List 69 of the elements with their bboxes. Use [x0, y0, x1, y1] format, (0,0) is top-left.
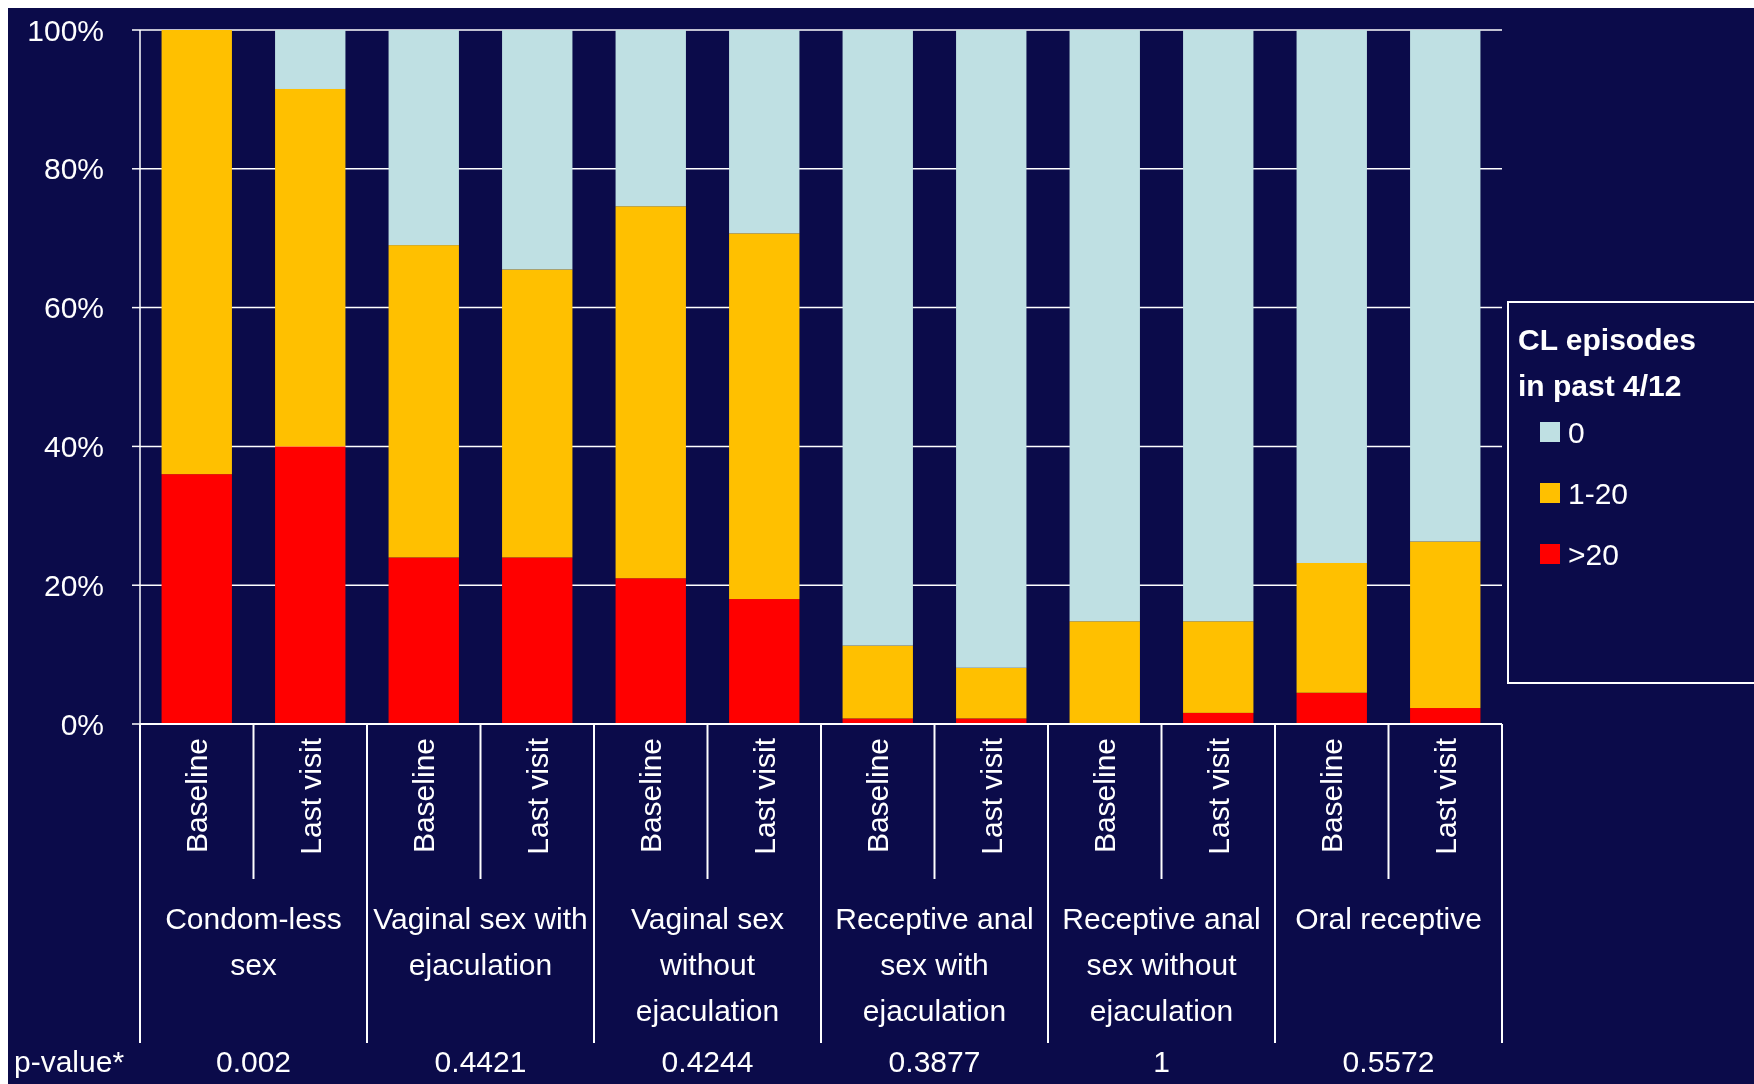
- bar: [1069, 621, 1140, 724]
- x-tick-label: Last visit: [520, 737, 554, 855]
- bar: [729, 599, 800, 724]
- bar: [502, 557, 573, 724]
- legend-title: CL episodes in past 4/12: [1518, 323, 1696, 402]
- text: 1: [1153, 1045, 1170, 1078]
- x-tick-label: Baseline: [1315, 738, 1349, 854]
- bar: [729, 233, 800, 600]
- bar: [161, 30, 232, 475]
- bar: [1410, 30, 1481, 542]
- bar: [956, 667, 1027, 719]
- bar: [1183, 30, 1254, 622]
- x-tick-label: Last visit: [1428, 737, 1462, 855]
- bar: [615, 206, 686, 579]
- x-tick-label: Baseline: [861, 738, 895, 854]
- x-tick-label: Baseline: [407, 738, 441, 854]
- text: 0.4421: [434, 1045, 527, 1078]
- text: Vaginal sex with ejaculation: [373, 902, 588, 981]
- bar: [275, 88, 346, 447]
- x-tick-label: Last visit: [747, 737, 781, 855]
- bar: [729, 30, 800, 234]
- text: p-value*: [14, 1045, 125, 1078]
- x-tick-label: Last visit: [974, 737, 1008, 855]
- bar: [956, 30, 1027, 668]
- bar: [1410, 541, 1481, 709]
- y-tick-label: 20%: [43, 568, 104, 602]
- bar: [388, 245, 459, 558]
- text: Receptive anal sex without ejaculation: [1062, 902, 1261, 1027]
- bar: [615, 30, 686, 207]
- x-tick-label: Baseline: [634, 738, 668, 854]
- bar: [275, 30, 346, 89]
- x-tick-label: Last visit: [1201, 737, 1235, 855]
- bar: [1296, 562, 1367, 693]
- bar: [615, 578, 686, 724]
- bar: [842, 30, 913, 646]
- bar: [1183, 621, 1254, 713]
- bar: [1296, 692, 1367, 724]
- bar: [1069, 30, 1140, 622]
- x-tick-label: Baseline: [180, 738, 214, 854]
- text: Vaginal sex without ejaculation: [631, 902, 784, 1027]
- legend-label: 1-20: [1568, 476, 1629, 510]
- text: Condom-less sex: [165, 902, 342, 981]
- bar: [842, 718, 913, 724]
- text: 0.4244: [661, 1045, 754, 1078]
- bar: [161, 474, 232, 724]
- y-tick-label: 100%: [27, 13, 104, 47]
- text: 0.3877: [888, 1045, 981, 1078]
- bar: [388, 557, 459, 724]
- bar: [1410, 708, 1481, 724]
- bar: [956, 718, 1027, 724]
- y-tick-label: 80%: [43, 152, 104, 186]
- bar: [502, 269, 573, 558]
- text: 0.002: [215, 1045, 292, 1078]
- y-tick-label: 0%: [60, 707, 104, 741]
- text: Oral receptive: [1295, 902, 1482, 935]
- bar: [842, 645, 913, 719]
- x-tick-label: Last visit: [293, 737, 327, 855]
- x-tick-label: Baseline: [1088, 738, 1122, 854]
- legend-label: >20: [1568, 537, 1619, 571]
- bar: [502, 30, 573, 270]
- bar: [1183, 712, 1254, 724]
- y-tick-label: 40%: [43, 429, 104, 463]
- bar: [388, 30, 459, 246]
- text: 0.5572: [1342, 1045, 1435, 1078]
- y-tick-label: 60%: [43, 291, 104, 325]
- bar: [275, 446, 346, 724]
- text: Receptive anal sex with ejaculation: [835, 902, 1034, 1027]
- bar: [1296, 30, 1367, 563]
- legend-label: 0: [1568, 415, 1585, 449]
